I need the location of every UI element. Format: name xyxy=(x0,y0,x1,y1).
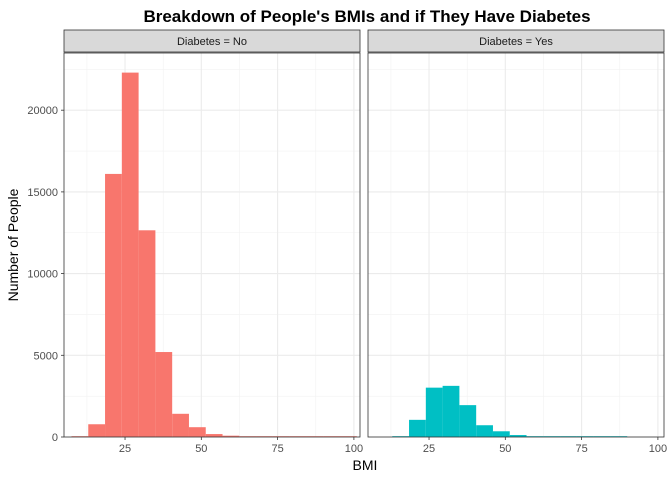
x-tick-label: 75 xyxy=(271,443,283,455)
histogram-bar xyxy=(188,427,206,437)
histogram-bar xyxy=(476,425,493,437)
panel-border xyxy=(63,52,361,438)
facet-strip-label: Diabetes = No xyxy=(177,36,247,48)
histogram-bar xyxy=(459,405,477,437)
x-axis-title: BMI xyxy=(353,457,378,473)
y-tick-label: 10000 xyxy=(27,269,58,281)
y-axis-title: Number of People xyxy=(5,188,21,301)
histogram-bar xyxy=(155,352,173,437)
facet-strip xyxy=(367,29,665,53)
x-tick-label: 100 xyxy=(649,443,667,455)
y-tick-label: 15000 xyxy=(27,187,58,199)
histogram-bar xyxy=(121,72,139,437)
histogram-bar xyxy=(172,413,189,437)
facet-panel-no: Diabetes = No 25 50 75 100 0 5000 10000 15000 200… xyxy=(27,29,363,455)
panel-border xyxy=(367,52,665,438)
histogram-bar xyxy=(492,431,510,437)
chart-title: Breakdown of People's BMIs and if They H… xyxy=(143,7,590,26)
histogram-bar xyxy=(442,385,460,437)
y-tick-label: 0 xyxy=(52,432,58,444)
histogram-bar xyxy=(409,419,426,437)
y-tick-label: 5000 xyxy=(34,350,58,362)
x-tick-label: 75 xyxy=(575,443,587,455)
histogram-bar xyxy=(138,230,156,437)
facet-strip xyxy=(63,29,361,53)
histogram-bar xyxy=(105,173,122,438)
histogram-bar xyxy=(392,436,410,437)
histogram-bar xyxy=(205,434,223,437)
x-tick-label: 25 xyxy=(423,443,435,455)
x-tick-label: 50 xyxy=(195,443,207,455)
histogram-bar xyxy=(425,387,443,437)
histogram-bar xyxy=(88,424,106,437)
histogram-bar xyxy=(509,435,527,437)
facet-panel-yes: Diabetes = Yes 25 50 75 100 xyxy=(367,29,667,455)
facet-strip-label: Diabetes = Yes xyxy=(479,36,553,48)
x-tick-label: 100 xyxy=(345,443,363,455)
plot-background xyxy=(368,53,664,437)
y-tick-label: 20000 xyxy=(27,105,58,117)
x-tick-label: 25 xyxy=(119,443,131,455)
x-tick-label: 50 xyxy=(499,443,511,455)
histogram-bar xyxy=(222,435,240,437)
